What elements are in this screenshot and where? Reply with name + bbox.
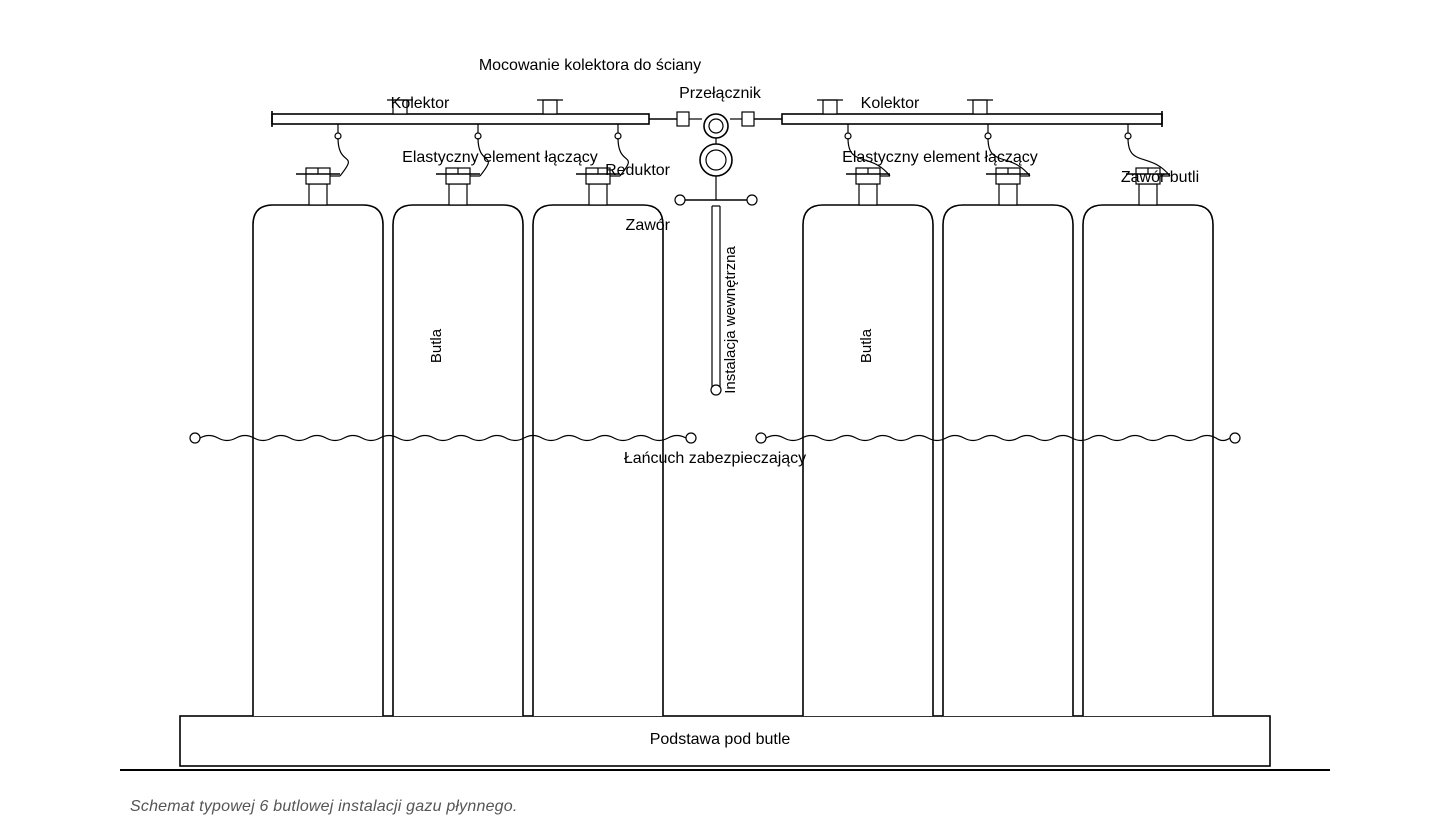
- svg-text:Łańcuch zabezpieczający: Łańcuch zabezpieczający: [624, 450, 806, 467]
- svg-text:Elastyczny element łączący: Elastyczny element łączący: [402, 149, 598, 166]
- diagram-container: { "canvas": { "width": 1443, "height": 8…: [0, 0, 1443, 831]
- svg-text:Zawór butli: Zawór butli: [1121, 169, 1199, 186]
- svg-text:Kolektor: Kolektor: [861, 95, 920, 112]
- svg-text:Butla: Butla: [858, 328, 875, 363]
- svg-text:Przełącznik: Przełącznik: [679, 85, 762, 102]
- svg-text:Kolektor: Kolektor: [391, 95, 450, 112]
- svg-text:Instalacja wewnętrzna: Instalacja wewnętrzna: [722, 246, 739, 394]
- svg-text:Butla: Butla: [428, 328, 445, 363]
- figure-caption: Schemat typowej 6 butlowej instalacji ga…: [130, 798, 518, 816]
- schematic-svg: Mocowanie kolektora do ściany Kolektor Kol…: [0, 0, 1443, 831]
- svg-text:Mocowanie kolektora do ściany: Mocowanie kolektora do ściany: [479, 57, 701, 74]
- svg-text:Elastyczny element łączący: Elastyczny element łączący: [842, 149, 1038, 166]
- svg-text:Zawór: Zawór: [626, 217, 671, 234]
- svg-text:Podstawa pod butle: Podstawa pod butle: [650, 731, 791, 748]
- svg-text:Reduktor: Reduktor: [605, 162, 671, 179]
